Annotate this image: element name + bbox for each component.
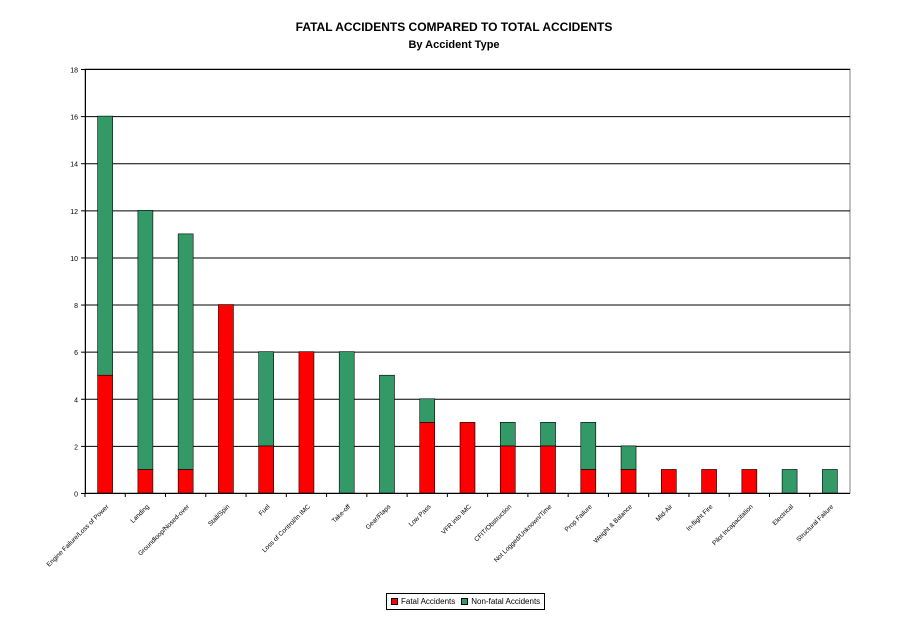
bar-nonfatal [137, 210, 154, 470]
bar-fatal [620, 469, 637, 494]
x-tick-label: Fuel [258, 503, 272, 517]
chart-legend: Fatal Accidents Non-fatal Accidents [386, 593, 546, 610]
y-tick-label: 16 [70, 115, 78, 122]
x-tick-label: Landing [129, 503, 151, 525]
legend-swatch-nonfatal [461, 598, 469, 605]
y-tick-label: 8 [74, 303, 78, 310]
bar-fatal [218, 304, 234, 494]
bar-nonfatal [620, 445, 637, 470]
bar-nonfatal [97, 115, 113, 376]
x-tick-label: Structural Failure [795, 503, 835, 543]
bar-fatal [258, 445, 274, 494]
x-tick-label: CFIT/Obstruction [473, 503, 513, 543]
x-tick-label: Mid-Air [655, 503, 675, 523]
y-tick-label: 0 [74, 492, 78, 499]
y-tick-label: 12 [70, 209, 78, 216]
y-tick-label: 2 [74, 444, 78, 451]
y-tick-label: 6 [74, 350, 78, 357]
x-tick-label: In-flight Fire [685, 503, 714, 532]
x-tick-label: Engine Failure/Loss of Power [46, 503, 112, 569]
x-tick-label: Gear/Flaps [365, 503, 393, 531]
bar-fatal [741, 469, 758, 494]
bar-fatal [701, 469, 717, 494]
y-tick-label: 4 [74, 397, 78, 404]
y-tick-label: 10 [70, 256, 78, 263]
bar-nonfatal [419, 398, 436, 423]
bar-nonfatal [822, 469, 838, 494]
x-tick-label: Stall/Spin [207, 503, 232, 528]
x-tick-label: Low Pass [408, 503, 433, 528]
x-tick-label: Prop Failure [564, 503, 594, 533]
x-tick-label: VFR into IMC [440, 503, 473, 536]
legend-swatch-fatal [391, 598, 398, 605]
bar-fatal [580, 469, 597, 494]
x-tick-label: Electrical [771, 503, 795, 527]
chart-subtitle: By Accident Type [408, 39, 500, 51]
chart-title: FATAL ACCIDENTS COMPARED TO TOTAL ACCIDE… [295, 20, 613, 34]
bar-fatal [459, 422, 476, 494]
legend-entry-nonfatal: Non-fatal Accidents [461, 597, 540, 606]
bar-nonfatal [580, 422, 597, 470]
bar-nonfatal [540, 422, 556, 447]
bar-nonfatal [781, 469, 798, 494]
bar-nonfatal [338, 351, 355, 494]
legend-label-nonfatal: Non-fatal Accidents [471, 597, 541, 606]
x-tick-label: Pilot Incapacitation [711, 503, 755, 547]
bar-nonfatal [258, 351, 274, 447]
legend-entry-fatal: Fatal Accidents [391, 597, 455, 606]
bar-nonfatal [379, 374, 395, 494]
y-tick-label: 18 [70, 68, 78, 75]
bar-fatal [419, 422, 436, 494]
bar-fatal [137, 469, 154, 494]
bar-fatal [298, 351, 315, 494]
bar-nonfatal [499, 422, 516, 447]
legend-label-fatal: Fatal Accidents [401, 597, 456, 606]
x-tick-label: Weight & Balance [593, 503, 635, 545]
bar-fatal [499, 445, 516, 494]
bar-fatal [540, 445, 556, 494]
bar-fatal [97, 374, 113, 494]
bar-nonfatal [177, 233, 194, 470]
bar-fatal [177, 469, 194, 494]
x-tick-label: Take-off [331, 503, 352, 524]
y-tick-label: 14 [70, 162, 78, 169]
bar-fatal [661, 469, 677, 494]
